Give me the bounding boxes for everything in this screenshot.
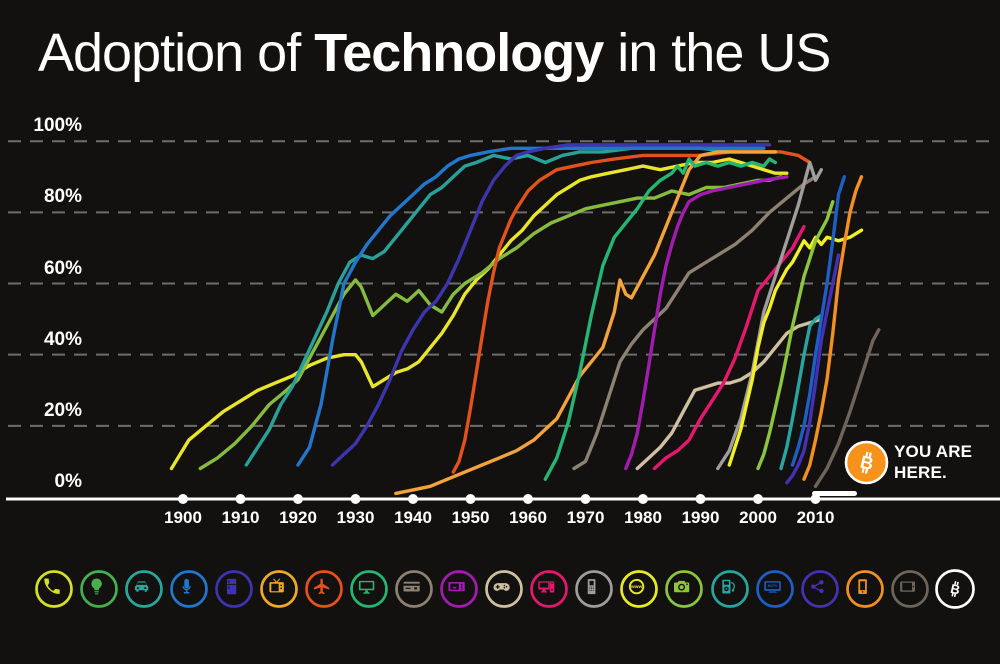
mp3-player-icon — [708, 567, 752, 611]
computer-icon — [527, 567, 571, 611]
x-axis-label-1960: 1960 — [509, 508, 547, 527]
lightbulb-icon — [77, 567, 121, 611]
tick-dot-1960 — [523, 494, 533, 504]
y-axis-label-0%: 0% — [54, 471, 82, 492]
series-line-color-tv — [543, 157, 777, 481]
bitcoin-badge-circle — [844, 440, 889, 485]
cell-phone-icon — [572, 567, 616, 611]
share-icon — [798, 567, 842, 611]
bitcoin-symbol: B — [949, 581, 961, 598]
page-title: Adoption of Technology in the US — [38, 22, 831, 84]
monitor-icon — [347, 567, 391, 611]
svg-text:www: www — [630, 585, 642, 590]
tick-dot-1970 — [580, 494, 591, 504]
credit-card-icon — [392, 567, 436, 611]
series-line-credit-card — [572, 175, 818, 471]
series-line-tablet — [813, 328, 881, 488]
y-axis-label-80%: 80% — [43, 186, 82, 208]
refrigerator-icon — [212, 567, 256, 611]
x-axis-label-2010: 2010 — [796, 508, 835, 527]
tv-icon — [257, 567, 301, 611]
tick-dot-2000 — [753, 494, 763, 504]
you-are-here-line2: HERE. — [894, 463, 947, 482]
series-line-mp3-player — [779, 313, 823, 471]
title-bold-word: Technology — [314, 23, 604, 83]
y-axis-label-20%: 20% — [43, 399, 82, 421]
tick-dot-2010 — [810, 494, 821, 504]
series-line-social-media — [785, 253, 841, 485]
tick-dot-1910 — [235, 494, 246, 504]
x-axis-label-1910: 1910 — [221, 508, 260, 527]
series-line-smartphone — [802, 175, 864, 481]
telephone-icon — [32, 567, 76, 611]
camera-icon — [662, 567, 706, 611]
series-line-air-travel — [394, 150, 777, 496]
airplane-icon — [302, 567, 346, 611]
smartphone-icon — [843, 567, 887, 611]
x-axis-label-1900: 1900 — [164, 508, 202, 527]
car-icon — [122, 567, 166, 611]
y-axis-label-40%: 40% — [43, 328, 82, 350]
x-axis-label-1930: 1930 — [336, 508, 375, 527]
microphone-icon — [167, 567, 211, 611]
you-are-here-label: YOU ARE HERE. — [894, 441, 972, 483]
series-line-hdtv — [790, 175, 846, 467]
series-line-computer — [652, 224, 806, 471]
x-axis-label-1980: 1980 — [624, 508, 662, 527]
x-axis-label-1970: 1970 — [566, 508, 605, 527]
www-icon: www — [617, 567, 661, 611]
tick-dot-1980 — [638, 494, 648, 504]
bitcoin-symbol: B — [858, 451, 876, 474]
series-line-cell-phone — [716, 160, 823, 471]
tablet-icon — [888, 567, 932, 611]
series-line-electricity — [244, 146, 777, 467]
title-light-right: in the US — [603, 23, 831, 83]
tick-dot-1900 — [178, 494, 188, 504]
x-axis-label-1950: 1950 — [451, 508, 490, 527]
hdtv-icon: HDTV — [753, 567, 797, 611]
y-axis-label-100%: 100% — [33, 115, 82, 137]
series-line-digital-camera — [756, 199, 835, 471]
current-era-underline — [812, 491, 857, 496]
series-line-microwave — [624, 175, 789, 471]
title-light-left: Adoption of — [38, 23, 315, 83]
tick-dot-1930 — [350, 494, 361, 504]
series-line-internet — [727, 228, 864, 467]
x-axis-label-2000: 2000 — [739, 508, 777, 527]
tick-dot-1920 — [293, 494, 303, 504]
microwave-icon — [437, 567, 481, 611]
x-axis-label-1920: 1920 — [279, 508, 317, 527]
you-are-here-line1: YOU ARE — [894, 442, 973, 461]
tick-dot-1940 — [408, 494, 418, 504]
x-axis-label-1940: 1940 — [394, 508, 432, 527]
x-axis-label-1990: 1990 — [681, 508, 720, 527]
tick-dot-1950 — [465, 494, 476, 504]
y-axis-label-60%: 60% — [43, 257, 82, 279]
bitcoin-badge: B — [844, 440, 889, 485]
svg-text:HDTV: HDTV — [767, 584, 777, 588]
tick-dot-1990 — [695, 494, 706, 504]
bitcoin-icon: B — [933, 567, 977, 611]
series-line-refrigerator — [330, 143, 772, 467]
series-line-automobile — [198, 175, 783, 471]
gamepad-icon — [482, 567, 526, 611]
series-line-radio — [296, 146, 766, 467]
